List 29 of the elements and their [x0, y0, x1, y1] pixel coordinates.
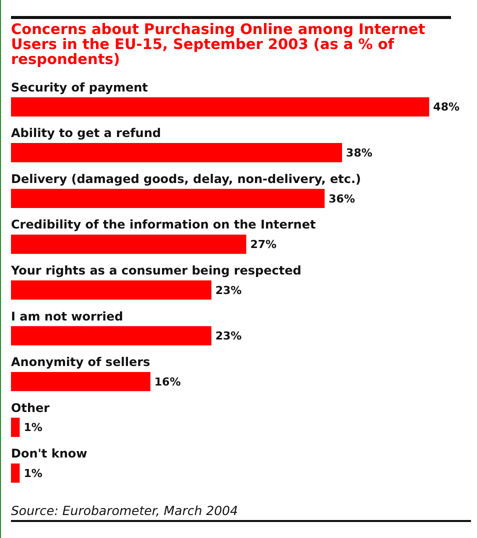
y-tick-label: Credibility of the information on the Internet — [11, 218, 316, 232]
y-tick-label: I am not worried — [11, 309, 124, 324]
y-tick-label: Your rights as a consumer being respected — [10, 264, 302, 278]
y-tick-label: Ability to get a refund — [11, 126, 161, 140]
chart-title: Concerns about Purchasing Online among Internet Users in the EU-15, September 2003 (as a % of respondents) — [11, 16, 451, 68]
data-label: 23% — [215, 284, 242, 297]
bar — [11, 143, 342, 162]
bar — [11, 97, 430, 116]
data-label: 23% — [215, 330, 242, 343]
data-label: 48% — [433, 100, 460, 114]
data-label: 27% — [250, 238, 277, 252]
bar — [11, 372, 150, 392]
data-label: 1% — [24, 466, 42, 480]
bar — [11, 234, 246, 254]
data-label: 1% — [24, 421, 42, 434]
bar — [11, 326, 212, 346]
y-tick-label: Delivery (damaged goods, delay, non-delivery, etc.) — [11, 172, 362, 186]
source-note: Source: Eurobarometer, March 2004 — [11, 503, 471, 522]
bar — [11, 188, 325, 208]
y-tick-label: Other — [11, 400, 50, 415]
bar — [11, 418, 20, 437]
data-label: 36% — [328, 192, 355, 206]
data-label: 38% — [346, 146, 372, 160]
bar — [11, 280, 212, 300]
y-tick-label: Don't know — [11, 446, 88, 461]
data-label: 16% — [154, 375, 181, 388]
bar — [11, 464, 20, 483]
y-tick-label: Security of payment — [11, 80, 148, 94]
y-tick-label: Anonymity of sellers — [11, 355, 150, 370]
